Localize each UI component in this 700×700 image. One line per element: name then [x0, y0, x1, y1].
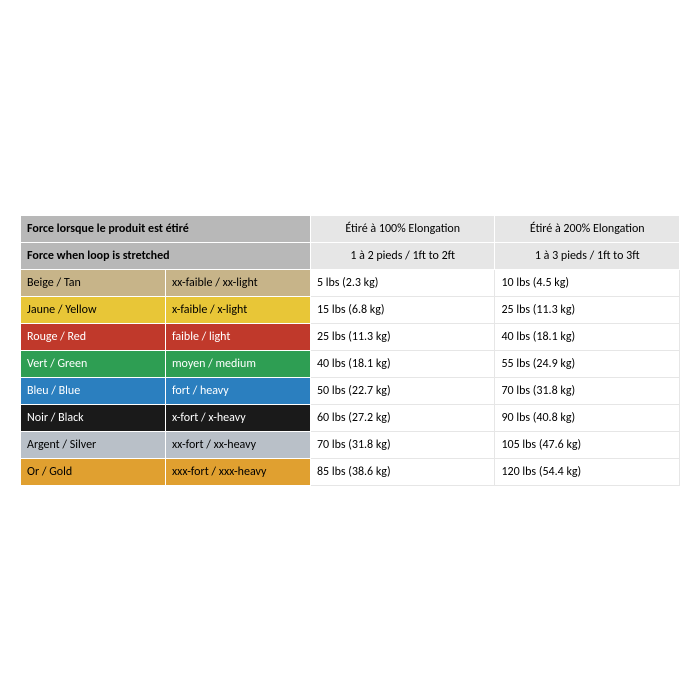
table-row: Argent / Silverxx-fort / xx-heavy70 lbs …: [21, 431, 680, 458]
table-row: Noir / Blackx-fort / x-heavy60 lbs (27.2…: [21, 404, 680, 431]
color-name-cell: Rouge / Red: [21, 323, 166, 350]
table-row: Vert / Greenmoyen / medium40 lbs (18.1 k…: [21, 350, 680, 377]
header-row-fr: Force lorsque le produit est étiré Étiré…: [21, 215, 680, 242]
color-name-cell: Noir / Black: [21, 404, 166, 431]
value-200pct-cell: 25 lbs (11.3 kg): [495, 296, 680, 323]
value-100pct-cell: 15 lbs (6.8 kg): [310, 296, 495, 323]
value-100pct-cell: 50 lbs (22.7 kg): [310, 377, 495, 404]
header-col1-en: 1 à 2 pieds / 1ft to 2ft: [310, 242, 495, 269]
resistance-table-container: Force lorsque le produit est étiré Étiré…: [20, 215, 680, 486]
header-row-en: Force when loop is stretched 1 à 2 pieds…: [21, 242, 680, 269]
color-name-cell: Bleu / Blue: [21, 377, 166, 404]
value-200pct-cell: 70 lbs (31.8 kg): [495, 377, 680, 404]
color-name-cell: Jaune / Yellow: [21, 296, 166, 323]
header-col2-en: 1 à 3 pieds / 1ft to 3ft: [495, 242, 680, 269]
table-row: Bleu / Bluefort / heavy50 lbs (22.7 kg)7…: [21, 377, 680, 404]
value-200pct-cell: 40 lbs (18.1 kg): [495, 323, 680, 350]
header-col2-fr: Étiré à 200% Elongation: [495, 215, 680, 242]
level-cell: x-faible / x-light: [165, 296, 310, 323]
value-100pct-cell: 70 lbs (31.8 kg): [310, 431, 495, 458]
value-200pct-cell: 90 lbs (40.8 kg): [495, 404, 680, 431]
value-100pct-cell: 85 lbs (38.6 kg): [310, 458, 495, 485]
value-200pct-cell: 105 lbs (47.6 kg): [495, 431, 680, 458]
level-cell: moyen / medium: [165, 350, 310, 377]
table-row: Or / Goldxxx-fort / xxx-heavy85 lbs (38.…: [21, 458, 680, 485]
value-200pct-cell: 120 lbs (54.4 kg): [495, 458, 680, 485]
value-200pct-cell: 55 lbs (24.9 kg): [495, 350, 680, 377]
level-cell: fort / heavy: [165, 377, 310, 404]
color-name-cell: Or / Gold: [21, 458, 166, 485]
value-100pct-cell: 25 lbs (11.3 kg): [310, 323, 495, 350]
value-200pct-cell: 10 lbs (4.5 kg): [495, 269, 680, 296]
level-cell: xxx-fort / xxx-heavy: [165, 458, 310, 485]
value-100pct-cell: 40 lbs (18.1 kg): [310, 350, 495, 377]
level-cell: xx-faible / xx-light: [165, 269, 310, 296]
value-100pct-cell: 5 lbs (2.3 kg): [310, 269, 495, 296]
table-row: Jaune / Yellowx-faible / x-light15 lbs (…: [21, 296, 680, 323]
header-title-fr: Force lorsque le produit est étiré: [21, 215, 311, 242]
level-cell: faible / light: [165, 323, 310, 350]
level-cell: x-fort / x-heavy: [165, 404, 310, 431]
color-name-cell: Beige / Tan: [21, 269, 166, 296]
color-name-cell: Vert / Green: [21, 350, 166, 377]
resistance-table: Force lorsque le produit est étiré Étiré…: [20, 215, 680, 486]
value-100pct-cell: 60 lbs (27.2 kg): [310, 404, 495, 431]
header-title-en: Force when loop is stretched: [21, 242, 311, 269]
table-row: Beige / Tanxx-faible / xx-light5 lbs (2.…: [21, 269, 680, 296]
table-row: Rouge / Redfaible / light25 lbs (11.3 kg…: [21, 323, 680, 350]
header-col1-fr: Étiré à 100% Elongation: [310, 215, 495, 242]
level-cell: xx-fort / xx-heavy: [165, 431, 310, 458]
color-name-cell: Argent / Silver: [21, 431, 166, 458]
